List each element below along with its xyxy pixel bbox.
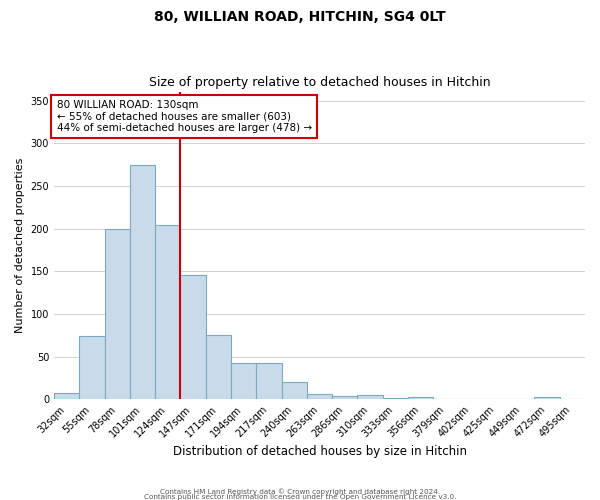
- Bar: [408, 398, 433, 399]
- Title: Size of property relative to detached houses in Hitchin: Size of property relative to detached ho…: [149, 76, 490, 90]
- Bar: [79, 336, 104, 399]
- Y-axis label: Number of detached properties: Number of detached properties: [15, 158, 25, 334]
- X-axis label: Distribution of detached houses by size in Hitchin: Distribution of detached houses by size …: [173, 444, 467, 458]
- Bar: [535, 398, 560, 399]
- Bar: [256, 364, 281, 399]
- Bar: [281, 382, 307, 399]
- Bar: [130, 164, 155, 399]
- Bar: [332, 396, 358, 399]
- Bar: [54, 393, 79, 399]
- Bar: [307, 394, 332, 399]
- Bar: [358, 395, 383, 399]
- Bar: [383, 398, 408, 399]
- Bar: [181, 274, 206, 399]
- Bar: [104, 228, 130, 399]
- Text: 80 WILLIAN ROAD: 130sqm
← 55% of detached houses are smaller (603)
44% of semi-d: 80 WILLIAN ROAD: 130sqm ← 55% of detache…: [56, 100, 312, 133]
- Bar: [206, 335, 231, 399]
- Text: 80, WILLIAN ROAD, HITCHIN, SG4 0LT: 80, WILLIAN ROAD, HITCHIN, SG4 0LT: [154, 10, 446, 24]
- Text: Contains public sector information licensed under the Open Government Licence v3: Contains public sector information licen…: [144, 494, 456, 500]
- Text: Contains HM Land Registry data © Crown copyright and database right 2024.: Contains HM Land Registry data © Crown c…: [160, 488, 440, 495]
- Bar: [155, 225, 181, 399]
- Bar: [231, 364, 256, 399]
